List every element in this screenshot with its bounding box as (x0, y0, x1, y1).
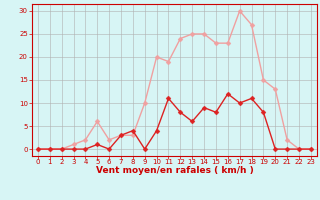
X-axis label: Vent moyen/en rafales ( km/h ): Vent moyen/en rafales ( km/h ) (96, 166, 253, 175)
